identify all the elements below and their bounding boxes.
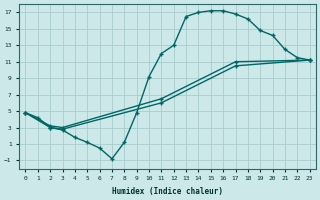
X-axis label: Humidex (Indice chaleur): Humidex (Indice chaleur) — [112, 187, 223, 196]
